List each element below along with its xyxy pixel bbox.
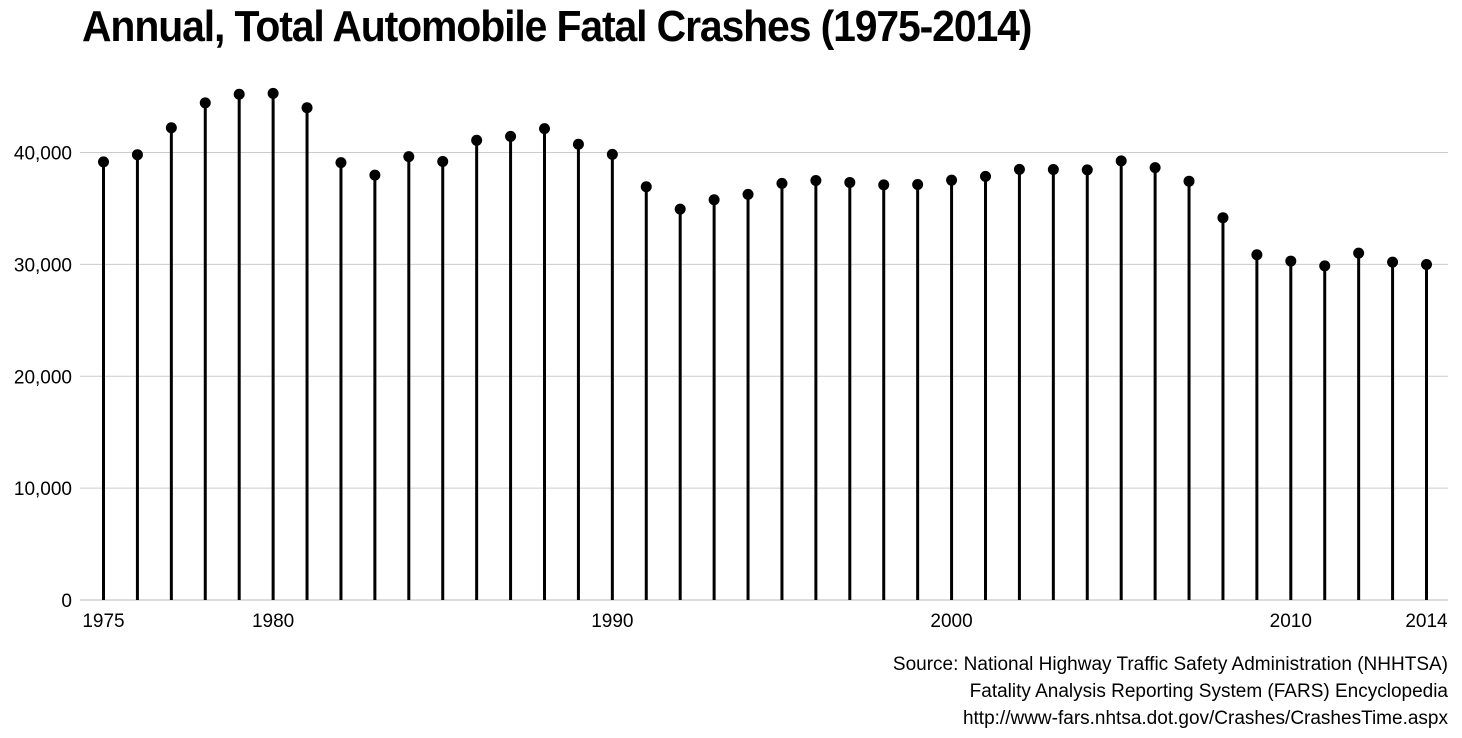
source-note: Source: National Highway Traffic Safety … [893,651,1448,732]
data-point [335,157,347,169]
data-point [606,148,618,160]
source-url: http://www-fars.nhtsa.dot.gov/Crashes/Cr… [962,708,1448,729]
y-tick-label: 20,000 [14,367,72,388]
data-point [878,179,890,191]
data-point [1013,163,1025,175]
x-axis-labels: 1975 1980 1990 2000 2010 2014 [82,611,1448,632]
data-point [471,134,483,146]
x-tick-label: 1980 [252,611,294,632]
x-tick-label: 1990 [591,611,633,632]
chart-title: Annual, Total Automobile Fatal Crashes (… [82,2,1032,51]
data-point [1353,247,1365,259]
lollipop-points [98,87,1432,272]
chart-canvas: 0 10,000 20,000 30,000 40,000 1975 1980 1990 20… [14,87,1448,632]
lollipop-stems [102,93,1428,600]
data-point [708,194,720,206]
data-point [776,177,788,189]
data-point [1081,164,1093,176]
data-point [233,88,245,100]
x-tick-label: 1975 [82,611,124,632]
source-line-2: Fatality Analysis Reporting System (FARS… [969,681,1448,702]
y-tick-label: 30,000 [14,255,72,276]
data-point [301,102,313,114]
data-point [403,151,415,163]
x-tick-label: 2000 [930,611,972,632]
data-point [1319,260,1331,272]
data-point [1183,175,1195,187]
data-point [1285,255,1297,267]
x-tick-label: 2010 [1270,611,1312,632]
data-point [640,181,652,193]
data-point [1115,155,1127,167]
data-point [437,155,449,167]
y-tick-label: 10,000 [14,479,72,500]
y-tick-label: 0 [61,591,72,612]
data-point [505,130,517,142]
data-point [674,203,686,215]
data-point [267,87,279,99]
source-line-1: Source: National Highway Traffic Safety … [892,654,1448,675]
data-point [165,122,177,134]
x-tick-label: 2014 [1405,611,1448,632]
data-point [1387,256,1399,268]
grid-lines [80,152,1448,601]
data-point [539,123,550,135]
y-axis-labels: 0 10,000 20,000 30,000 40,000 [14,144,72,613]
data-point [1251,249,1263,261]
data-point [1047,164,1059,176]
data-point [369,169,381,181]
data-point [946,174,958,186]
data-point [980,170,991,182]
data-point [131,149,143,161]
data-point [572,138,584,150]
data-point [1421,258,1432,270]
data-point [98,156,109,168]
data-point [199,97,211,109]
y-tick-label: 40,000 [14,144,72,165]
data-point [844,176,856,188]
data-point [1149,162,1161,174]
data-point [1217,212,1229,224]
data-point [810,175,822,187]
data-point [742,188,754,200]
data-point [912,178,924,190]
